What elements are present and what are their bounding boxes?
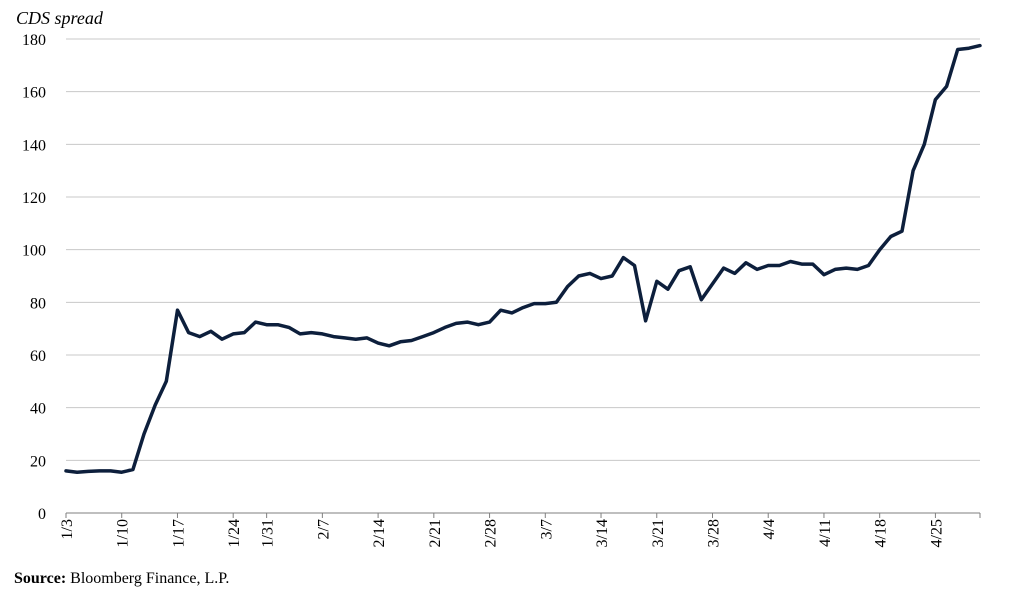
x-tick-label: 2/28 [483, 519, 500, 547]
x-tick-label: 3/28 [705, 519, 722, 547]
x-tick-label: 1/17 [170, 519, 187, 547]
y-tick-label: 140 [22, 137, 46, 154]
source-label: Source: [14, 570, 67, 587]
x-tick-label: 1/31 [260, 519, 277, 547]
y-axis-title: CDS spread [16, 8, 104, 28]
x-tick-label: 2/7 [315, 519, 332, 539]
x-axis-ticks: 1/3 1/10 1/17 1/24 1/31 2/7 2/14 2/21 2/28 3/7 3/1… [59, 513, 981, 547]
y-tick-label: 180 [22, 32, 46, 49]
y-tick-label: 40 [30, 401, 46, 418]
y-axis-ticks: 0 20 40 60 80 100 120 140 160 180 [22, 32, 46, 523]
source-text: Bloomberg Finance, L.P. [70, 570, 230, 587]
x-tick-label: 3/21 [650, 519, 667, 547]
series-group [64, 43, 982, 474]
source-note: Source: Bloomberg Finance, L.P. [14, 570, 229, 588]
x-tick-label: 1/10 [115, 519, 132, 547]
x-tick-label: 4/11 [817, 519, 834, 547]
x-tick-label: 4/4 [761, 519, 778, 539]
y-tick-label: 120 [22, 190, 46, 207]
x-tick-label: 4/18 [873, 519, 890, 547]
x-tick-label: 2/21 [427, 519, 444, 547]
x-tick-label: 3/7 [538, 519, 555, 539]
y-tick-label: 100 [22, 243, 46, 260]
gridlines [66, 38, 980, 461]
y-tick-label: 160 [22, 85, 46, 102]
y-tick-label: 80 [30, 295, 46, 312]
y-tick-label: 20 [30, 453, 46, 470]
x-tick-label: 4/25 [928, 519, 945, 547]
x-tick-label: 1/3 [59, 519, 76, 539]
x-tick-label: 1/24 [226, 519, 243, 547]
x-tick-label: 2/14 [371, 519, 388, 547]
y-tick-label: 0 [38, 506, 46, 523]
cds-spread-line [64, 43, 982, 474]
y-tick-label: 60 [30, 348, 46, 365]
x-tick-label: 3/14 [594, 519, 611, 547]
